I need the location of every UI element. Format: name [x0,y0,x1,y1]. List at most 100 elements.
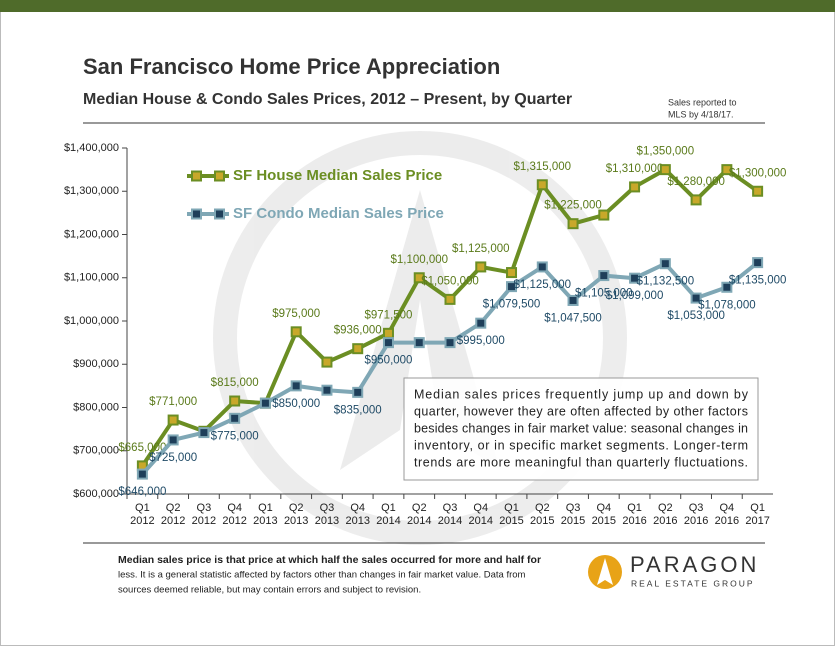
logo-name: PARAGON [630,552,759,577]
value-label: $995,000 [457,335,505,347]
annotation: besides changes in fair market value: se… [414,421,748,435]
marker [659,164,671,176]
value-label: $1,050,000 [421,275,479,287]
x-tick-label: Q4 [596,502,611,514]
marker [321,384,333,396]
x-tick-label: Q1 [627,502,642,514]
value-label: $815,000 [211,377,259,389]
x-tick-label: 2016 [684,515,708,527]
marker [382,337,394,349]
x-tick-label: 2013 [253,515,277,527]
logo: PARAGON REAL ESTATE GROUP [588,552,759,589]
x-tick-label: 2013 [284,515,308,527]
marker [290,326,302,338]
marker [167,434,179,446]
marker [444,337,456,349]
x-tick-label: Q3 [320,502,335,514]
value-label: $1,125,000 [514,279,572,291]
marker [506,281,518,293]
marker [752,185,764,197]
value-label: $950,000 [364,355,412,367]
marker [629,181,641,193]
note: MLS by 4/18/17. [668,109,734,119]
value-label: $1,350,000 [637,146,695,158]
marker [752,257,764,269]
value-label: $936,000 [334,325,382,337]
y-tick-label: $600,000 [73,488,119,500]
value-label: $665,000 [118,442,166,454]
marker [229,395,241,407]
marker [721,281,733,293]
marker [629,272,641,284]
x-tick-label: Q1 [750,502,765,514]
logo-tagline: REAL ESTATE GROUP [631,578,755,588]
marker [475,261,487,273]
x-tick-label: Q3 [197,502,212,514]
x-tick-label: 2015 [499,515,523,527]
x-tick-label: 2016 [715,515,739,527]
x-tick-label: Q1 [381,502,396,514]
value-label: $1,078,000 [698,299,756,311]
marker [690,194,702,206]
marker [536,179,548,191]
value-label: $1,135,000 [729,275,787,287]
x-tick-label: Q2 [658,502,673,514]
legend-marker [191,170,202,182]
marker [352,386,364,398]
marker [567,294,579,306]
value-label: $971,500 [364,309,412,321]
marker [259,397,271,409]
value-label: $835,000 [334,404,382,416]
x-tick-label: Q4 [227,502,242,514]
value-label: $1,280,000 [667,176,725,188]
x-tick-label: 2014 [438,515,462,527]
footnote: less. It is a general statistic affected… [118,570,526,581]
x-tick-label: 2014 [469,515,493,527]
value-label: $1,105,000 [575,288,633,300]
marker [506,267,518,279]
marker [721,164,733,176]
value-label: $1,053,000 [667,310,725,322]
marker [690,292,702,304]
marker [382,327,394,339]
x-tick-label: Q4 [720,502,735,514]
x-tick-label: 2014 [376,515,400,527]
value-label: $1,047,500 [544,312,602,324]
value-label: $771,000 [149,396,197,408]
marker [659,258,671,270]
x-tick-label: Q3 [566,502,581,514]
value-label: $775,000 [211,430,259,442]
legend-marker [214,208,225,220]
footnote: sources deemed reliable, but may contain… [118,585,421,596]
x-tick-label: Q2 [289,502,304,514]
x-tick-label: 2015 [561,515,585,527]
x-tick-label: 2015 [530,515,554,527]
x-tick-label: 2014 [407,515,431,527]
y-tick-label: $800,000 [73,401,119,413]
x-tick-label: 2015 [592,515,616,527]
marker [321,356,333,368]
value-label: $1,310,000 [606,163,664,175]
y-tick-label: $1,400,000 [64,142,119,154]
x-tick-label: Q3 [689,502,704,514]
value-label: $1,079,500 [483,299,541,311]
marker [229,412,241,424]
value-label: $1,132,500 [637,276,695,288]
marker [444,293,456,305]
x-tick-label: 2012 [192,515,216,527]
marker [475,317,487,329]
annotation: inventory, or in specific market segment… [414,438,748,452]
x-tick-label: 2013 [345,515,369,527]
x-tick-label: Q2 [412,502,427,514]
y-tick-label: $1,200,000 [64,228,119,240]
x-tick-label: Q2 [166,502,181,514]
value-label: $1,099,000 [606,290,664,302]
x-tick-label: 2012 [130,515,154,527]
marker [536,261,548,273]
x-tick-label: Q1 [258,502,273,514]
value-label: $1,315,000 [514,161,572,173]
marker [567,218,579,230]
x-tick-label: 2017 [745,515,769,527]
x-tick-label: Q4 [473,502,488,514]
